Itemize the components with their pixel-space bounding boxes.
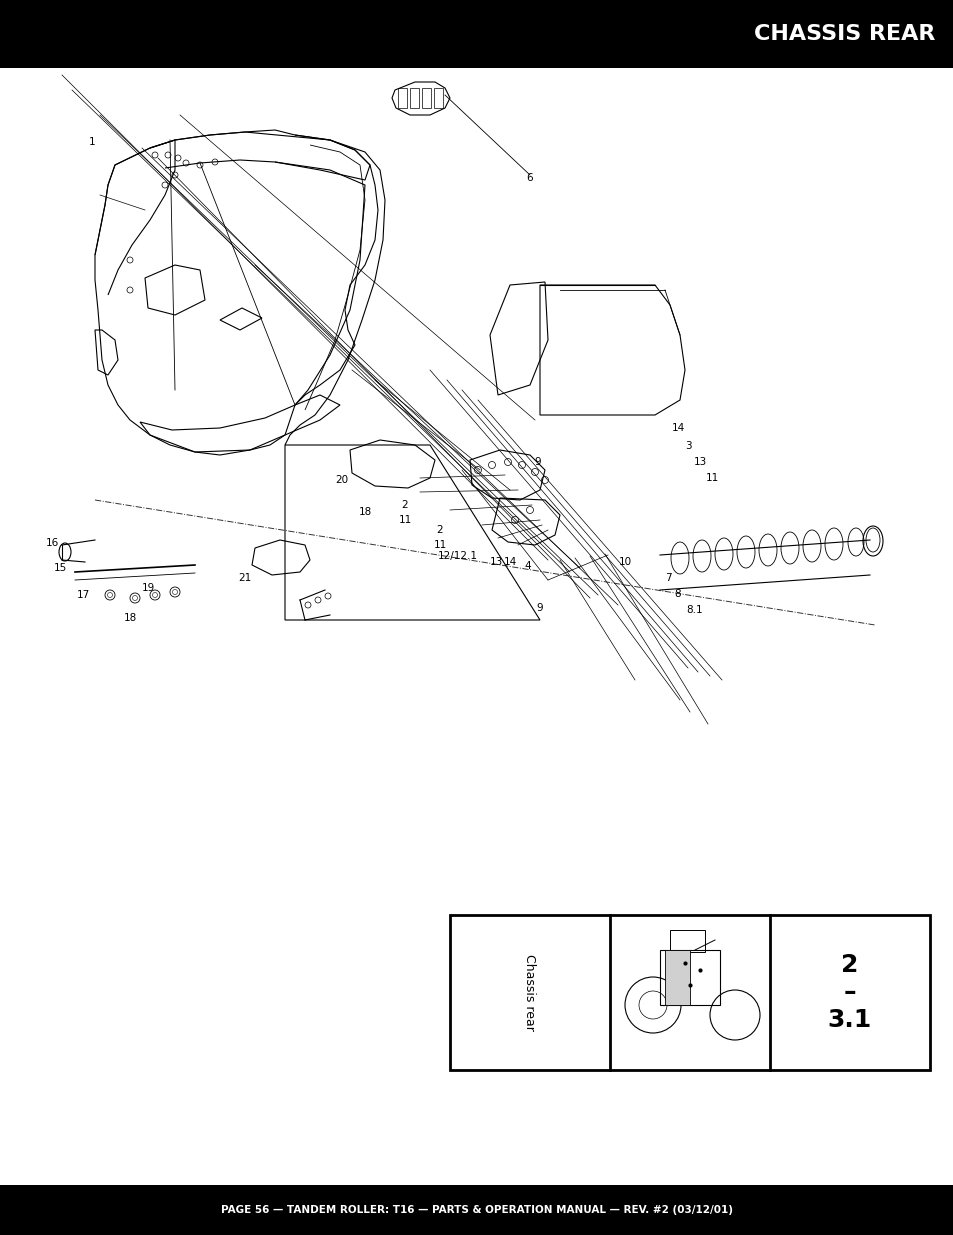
Text: 10: 10 xyxy=(618,557,631,567)
Text: 20: 20 xyxy=(335,475,348,485)
Text: 2: 2 xyxy=(436,525,443,535)
Text: 13: 13 xyxy=(489,557,502,567)
Text: 13: 13 xyxy=(693,457,706,467)
Text: 4: 4 xyxy=(524,561,531,571)
Text: 18: 18 xyxy=(123,613,136,622)
Bar xyxy=(397,88,407,107)
Text: 2
–
3.1: 2 – 3.1 xyxy=(827,952,871,1032)
Text: 1: 1 xyxy=(89,137,95,147)
Text: 12/12.1: 12/12.1 xyxy=(437,551,477,561)
Text: 6: 6 xyxy=(526,173,533,183)
Text: 2: 2 xyxy=(401,500,408,510)
Text: 8: 8 xyxy=(674,589,680,599)
Bar xyxy=(669,930,704,952)
Text: 11: 11 xyxy=(398,515,411,525)
Text: 9: 9 xyxy=(537,603,543,613)
Text: 14: 14 xyxy=(671,424,684,433)
Bar xyxy=(450,915,929,1070)
Text: 21: 21 xyxy=(238,573,252,583)
Text: 8.1: 8.1 xyxy=(686,605,702,615)
Bar xyxy=(659,950,720,1005)
Text: 11: 11 xyxy=(704,473,718,483)
Text: CHASSIS REAR: CHASSIS REAR xyxy=(753,23,934,44)
Text: 15: 15 xyxy=(53,563,67,573)
Text: 11: 11 xyxy=(433,540,446,550)
Text: 18: 18 xyxy=(358,508,372,517)
Bar xyxy=(0,0,953,68)
Text: 3: 3 xyxy=(684,441,691,451)
Text: 14: 14 xyxy=(503,557,517,567)
Text: 7: 7 xyxy=(664,573,671,583)
Text: 16: 16 xyxy=(46,538,58,548)
Text: Chassis rear: Chassis rear xyxy=(523,955,536,1031)
Bar xyxy=(434,88,442,107)
Bar xyxy=(410,88,418,107)
Bar xyxy=(0,1186,953,1235)
Text: 17: 17 xyxy=(76,590,90,600)
Text: 19: 19 xyxy=(141,583,154,593)
Bar xyxy=(421,88,431,107)
Text: 9: 9 xyxy=(534,457,540,467)
Bar xyxy=(664,950,689,1005)
Text: PAGE 56 — TANDEM ROLLER: T16 — PARTS & OPERATION MANUAL — REV. #2 (03/12/01): PAGE 56 — TANDEM ROLLER: T16 — PARTS & O… xyxy=(221,1205,732,1215)
